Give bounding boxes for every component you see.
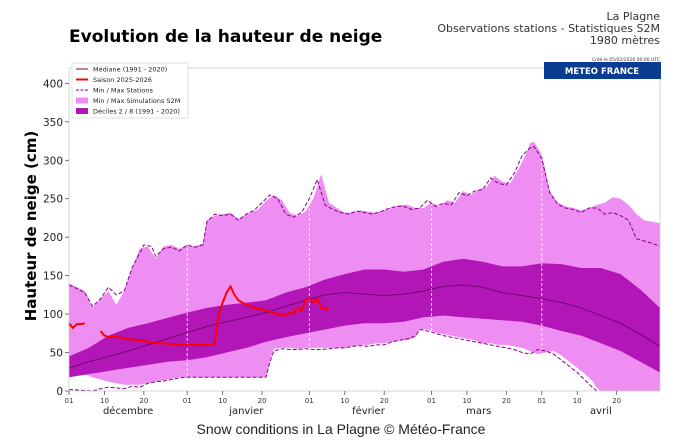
- x-tick-label: 20: [139, 397, 148, 405]
- chart-title: Evolution de la hauteur de neige: [69, 27, 383, 47]
- y-axis-label: Hauteur de neige (cm): [22, 131, 40, 322]
- x-tick-label: 10: [573, 397, 582, 405]
- legend-box: [71, 62, 189, 119]
- month-label: janvier: [228, 406, 264, 417]
- footer-caption: Snow conditions in La Plagne © Météo-Fra…: [196, 421, 486, 437]
- station-info: La Plagne Observations stations - Statis…: [437, 11, 660, 47]
- x-tick-label: 10: [218, 397, 227, 405]
- x-tick-label: 01: [427, 397, 436, 405]
- plot-frame: [68, 67, 661, 392]
- season-2025-2026-line: [68, 322, 85, 330]
- decile-band: [69, 258, 660, 378]
- created-note: Créé le 05/02/2026 00:00 UTC: [592, 56, 660, 63]
- y-tick-label: 300: [43, 155, 63, 167]
- x-tick-label: 01: [183, 397, 192, 405]
- station-source: Observations stations - Statistiques S2M: [437, 22, 660, 35]
- series-lines: [68, 145, 661, 392]
- y-tick-label: 100: [43, 309, 63, 321]
- y-tick-label: 350: [43, 117, 63, 129]
- month-label: mars: [466, 406, 491, 417]
- station-name: La Plagne: [606, 10, 660, 23]
- y-tick-label: 0: [56, 386, 63, 398]
- station-max-line: [68, 145, 661, 308]
- month-label: avril: [590, 406, 612, 417]
- y-tick-label: 200: [43, 232, 63, 244]
- month-gridlines: [186, 68, 543, 391]
- legend-label: Saison 2025-2026: [93, 76, 152, 84]
- station-altitude: 1980 mètres: [589, 34, 660, 47]
- x-tick-label: 10: [100, 397, 109, 405]
- x-tick-label: 01: [305, 397, 314, 405]
- month-label: février: [352, 405, 386, 417]
- median-line: [68, 284, 661, 369]
- legend-swatch: [76, 108, 88, 114]
- axes: 0 50 100 150 200 250 300 350 400 01 10 20 01 10 20 01 10…: [43, 67, 661, 417]
- x-tick-label: 01: [65, 397, 74, 405]
- station-min-line: [68, 328, 598, 392]
- y-tick-label: 400: [43, 78, 63, 90]
- legend-swatch: [76, 97, 88, 104]
- legend-label: Min / Max Stations: [93, 87, 153, 95]
- x-tick-label: 20: [612, 397, 621, 405]
- y-tick-label: 50: [50, 348, 63, 360]
- x-tick-label: 10: [340, 397, 349, 405]
- meteo-france-badge: Créé le 05/02/2026 00:00 UTC METEO FRANC…: [544, 56, 661, 79]
- legend-label: Médiane (1991 - 2020): [93, 66, 167, 74]
- x-tick-label: 10: [462, 397, 471, 405]
- x-tick-label: 01: [537, 397, 546, 405]
- badge-box: [544, 62, 661, 79]
- season-2025-2026-line: [99, 284, 329, 346]
- x-tick-label: 20: [380, 397, 389, 405]
- x-tick-label: 20: [502, 397, 511, 405]
- legend: Médiane (1991 - 2020) Saison 2025-2026 Min…: [71, 62, 189, 119]
- badge-label: METEO FRANCE: [565, 67, 639, 77]
- month-label: décembre: [103, 405, 153, 417]
- x-tick-label: 20: [258, 397, 267, 405]
- legend-label: Déciles 2 / 8 (1991 - 2020): [93, 108, 180, 116]
- y-tick-label: 150: [43, 271, 63, 283]
- y-tick-label: 250: [43, 194, 63, 206]
- decile-band-layer: [69, 258, 660, 378]
- legend-label: Min / Max Simulations S2M: [93, 97, 180, 105]
